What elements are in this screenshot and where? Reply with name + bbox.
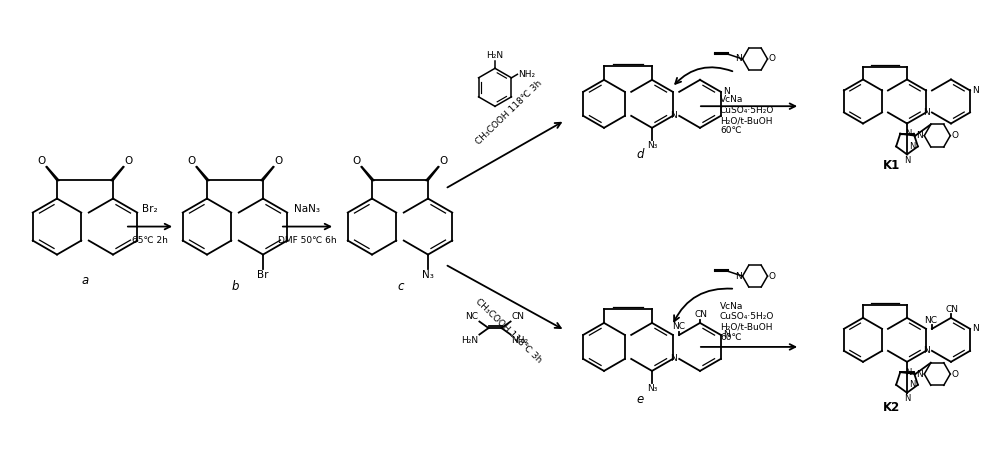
Text: N₃: N₃ (647, 141, 657, 150)
Text: K2: K2 (882, 402, 900, 414)
Text: NH₂: NH₂ (512, 336, 529, 345)
Text: N: N (904, 394, 910, 403)
Text: N: N (905, 368, 912, 377)
Text: H₂O/t-BuOH: H₂O/t-BuOH (720, 323, 772, 332)
Text: O: O (275, 156, 283, 166)
Text: O: O (352, 156, 360, 166)
Text: NH₂: NH₂ (518, 70, 536, 79)
Text: N: N (973, 86, 979, 95)
Text: CH₃COOH 118℃ 3h: CH₃COOH 118℃ 3h (474, 297, 543, 365)
Text: b: b (231, 280, 239, 293)
Text: N: N (905, 129, 912, 138)
Text: H₂O/t-BuOH: H₂O/t-BuOH (720, 116, 772, 125)
Text: O: O (951, 131, 958, 140)
Text: O: O (951, 370, 958, 379)
Text: 65℃ 2h: 65℃ 2h (132, 236, 168, 244)
Text: N₃: N₃ (422, 270, 434, 280)
Text: CN: CN (946, 305, 958, 314)
Text: CN: CN (512, 312, 525, 320)
Text: e: e (636, 393, 644, 405)
Text: N: N (735, 271, 742, 281)
Text: O: O (440, 156, 448, 166)
Text: O: O (125, 156, 133, 166)
Text: K1: K1 (882, 159, 900, 172)
Text: N: N (973, 324, 979, 333)
Text: VcNa: VcNa (720, 302, 743, 311)
Text: NC: NC (465, 312, 478, 320)
Text: N: N (910, 142, 916, 151)
Text: Br: Br (257, 270, 269, 280)
Text: VcNa: VcNa (720, 95, 743, 104)
Text: N: N (670, 354, 677, 363)
Text: N: N (917, 131, 923, 140)
Text: NC: NC (672, 322, 685, 331)
Text: N: N (904, 156, 910, 165)
Text: H₂N: H₂N (486, 51, 504, 60)
Text: CuSO₄·5H₂O: CuSO₄·5H₂O (720, 312, 774, 321)
Text: O: O (37, 156, 45, 166)
Text: N: N (670, 111, 677, 120)
Text: N₃: N₃ (647, 384, 657, 393)
Text: Br₂: Br₂ (142, 203, 158, 213)
Text: N: N (723, 87, 730, 96)
Text: CN: CN (694, 310, 708, 319)
Text: CuSO₄·5H₂O: CuSO₄·5H₂O (720, 106, 774, 115)
Text: O: O (187, 156, 195, 166)
Text: 60℃: 60℃ (720, 126, 742, 135)
Text: O: O (768, 271, 776, 281)
Text: 60℃: 60℃ (720, 333, 742, 342)
Text: H₂N: H₂N (461, 336, 478, 345)
Text: N: N (923, 346, 929, 355)
Text: N: N (723, 330, 730, 339)
Text: c: c (398, 280, 404, 293)
Text: O: O (768, 54, 776, 64)
Text: d: d (636, 148, 644, 161)
Text: DMF 50℃ 6h: DMF 50℃ 6h (278, 236, 336, 244)
Text: N: N (917, 370, 923, 379)
Text: NC: NC (924, 316, 937, 325)
Text: N: N (923, 108, 929, 117)
Text: NaN₃: NaN₃ (294, 203, 320, 213)
Text: CH₃COOH 118℃ 3h: CH₃COOH 118℃ 3h (474, 78, 543, 146)
Text: a: a (81, 274, 89, 287)
Text: N: N (735, 54, 742, 64)
Text: N: N (910, 380, 916, 389)
